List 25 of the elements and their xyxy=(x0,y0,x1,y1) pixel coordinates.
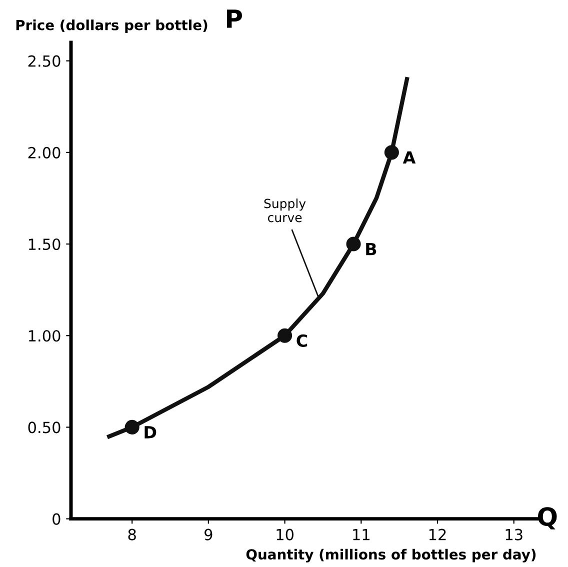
annotation: B xyxy=(366,242,376,256)
x-tick-label: 11 xyxy=(353,528,370,540)
y-tick-label: 0 xyxy=(52,513,60,525)
x-tick-label: 8 xyxy=(128,528,136,540)
text: Q xyxy=(538,507,557,530)
y-tick-label: 0.50 xyxy=(28,422,60,434)
x-tick-label: 9 xyxy=(204,528,212,540)
y-tick-label: 1.50 xyxy=(28,238,60,250)
text: P xyxy=(227,10,242,28)
x-tick-label: 12 xyxy=(429,528,446,540)
point xyxy=(124,420,140,434)
x-tick-label: 10 xyxy=(276,528,294,540)
y-axis-title: Price (dollars per bottle) xyxy=(16,20,208,33)
point xyxy=(384,145,399,160)
x-axis-title: Quantity (millions of bottles per day) xyxy=(246,548,536,562)
annotation: D xyxy=(144,426,156,438)
annotation: A xyxy=(402,151,416,164)
point xyxy=(346,236,361,252)
y-tick-label: 2.00 xyxy=(28,146,60,158)
y-tick-label: 2.50 xyxy=(28,55,60,67)
annotation: Supply curve xyxy=(264,198,306,222)
y-tick-label: 1.00 xyxy=(28,330,60,342)
x-tick-label: 13 xyxy=(506,528,522,540)
annotation: C xyxy=(296,334,308,347)
point xyxy=(278,328,292,343)
